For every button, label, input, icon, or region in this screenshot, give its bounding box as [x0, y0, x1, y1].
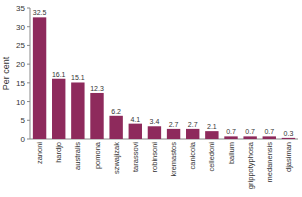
x-tick-label: zanoni [35, 142, 44, 164]
bar [282, 138, 295, 139]
y-tick-label: 5 [21, 116, 26, 125]
x-axis [30, 139, 298, 140]
data-label: 4.1 [130, 116, 140, 123]
data-label: 2.1 [207, 123, 217, 130]
x-tick-label: ballum [227, 142, 236, 164]
data-label: 2.7 [169, 121, 179, 128]
bar [148, 126, 161, 139]
x-tick-label: grippotyphosa [246, 141, 255, 189]
y-tick-label: 0 [21, 135, 26, 144]
y-axis [30, 8, 31, 139]
y-tick-label: 15 [16, 79, 25, 88]
bar [71, 82, 84, 139]
x-tick-label: australis [73, 142, 82, 170]
data-label: 3.4 [150, 118, 160, 125]
data-label: 0.7 [245, 128, 255, 135]
bar [243, 136, 256, 139]
y-tick-label: 35 [16, 4, 25, 13]
x-tick-label: robinsoni [150, 142, 159, 173]
bar [186, 129, 199, 139]
data-label: 32.5 [33, 9, 47, 16]
bar [109, 116, 122, 139]
y-tick-label: 25 [16, 41, 25, 50]
x-tick-label: hardjo [54, 142, 63, 163]
bar [52, 79, 65, 139]
data-label: 0.7 [226, 128, 236, 135]
x-tick-label: medanensis [265, 142, 274, 183]
bar [224, 136, 237, 139]
chart-svg: 0 5 10 15 20 25 30 35 Per cent 32.5 zanoni 16.1 hard… [0, 0, 302, 197]
data-label: 16.1 [52, 71, 66, 78]
data-label: 6.2 [111, 108, 121, 115]
bar [33, 17, 46, 139]
bar [263, 136, 276, 139]
x-tick-label: szwajizak [112, 142, 121, 174]
chart-container: 0 5 10 15 20 25 30 35 Per cent 32.5 zanoni 16.1 hard… [0, 0, 302, 197]
bars [33, 17, 295, 139]
data-label: 0.7 [264, 128, 274, 135]
data-label: 15.1 [71, 74, 85, 81]
x-tick-label: djasiman [284, 142, 293, 172]
y-axis-label: Per cent [1, 56, 11, 90]
x-tick-label: kremastos [169, 142, 178, 177]
x-tick-label: canicola [188, 141, 197, 169]
y-tick-label: 20 [16, 60, 25, 69]
y-tick-label: 10 [16, 98, 25, 107]
bar [167, 129, 180, 139]
x-tick-label: celledoni [207, 142, 216, 172]
x-tick-label: pomona [93, 141, 102, 169]
x-tick-label: tarassovi [131, 142, 140, 172]
data-label: 2.7 [188, 121, 198, 128]
data-label: 12.3 [90, 85, 104, 92]
bar [129, 124, 142, 139]
bar [205, 131, 218, 139]
y-tick-label: 30 [16, 23, 25, 32]
bar [90, 93, 103, 139]
data-label: 0.3 [284, 130, 294, 137]
